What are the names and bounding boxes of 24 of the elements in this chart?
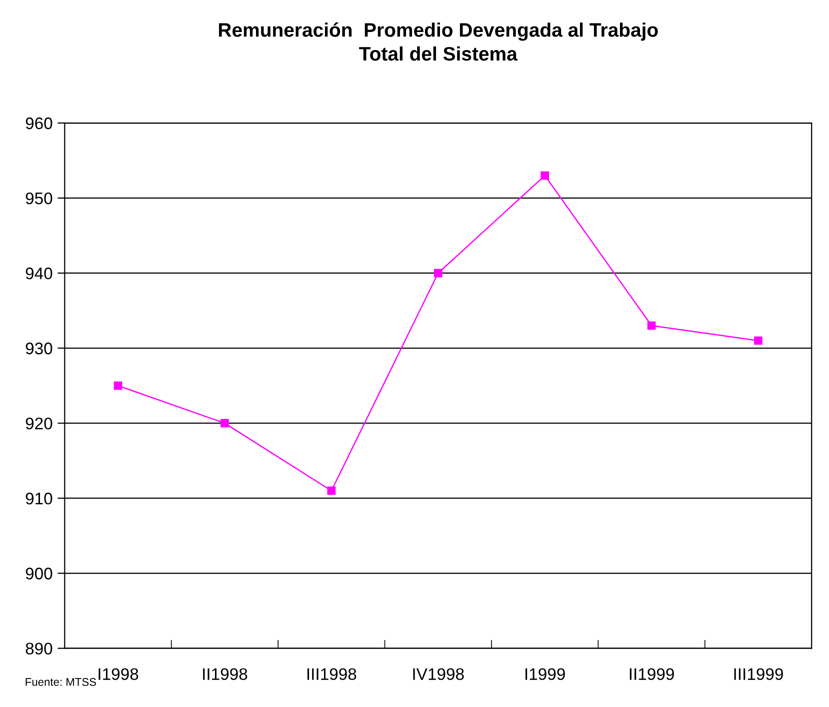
point	[434, 268, 442, 278]
y-tick-label: 950	[26, 192, 52, 204]
x-tick-label: I1998	[98, 668, 138, 680]
x-tick-label: IV1998	[413, 668, 464, 680]
point	[220, 419, 229, 428]
y-tick-label: 930	[26, 342, 52, 354]
y-tick-label: 910	[26, 492, 52, 504]
point	[114, 382, 122, 390]
y-tick-label: 940	[26, 268, 52, 280]
y-tick-label: 920	[26, 418, 52, 430]
source-note: Fuente: MTSS	[26, 678, 96, 686]
point	[647, 321, 656, 330]
x-tick-label: III1999	[734, 668, 783, 680]
point	[327, 486, 336, 495]
y-tick-label: 890	[26, 642, 52, 655]
chart-title: Remuneración Promedio Devengada al Trabajo Total del Sistema	[219, 22, 658, 61]
y-tick-label: 900	[26, 568, 52, 580]
point	[540, 171, 549, 180]
y-tick-label: 960	[26, 117, 52, 130]
x-tick-label: III1998	[307, 668, 356, 680]
x-tick-label: II1999	[630, 668, 674, 680]
x-tick-label: II1998	[203, 668, 248, 680]
x-tick-label: I1999	[526, 668, 565, 680]
point	[754, 336, 762, 345]
